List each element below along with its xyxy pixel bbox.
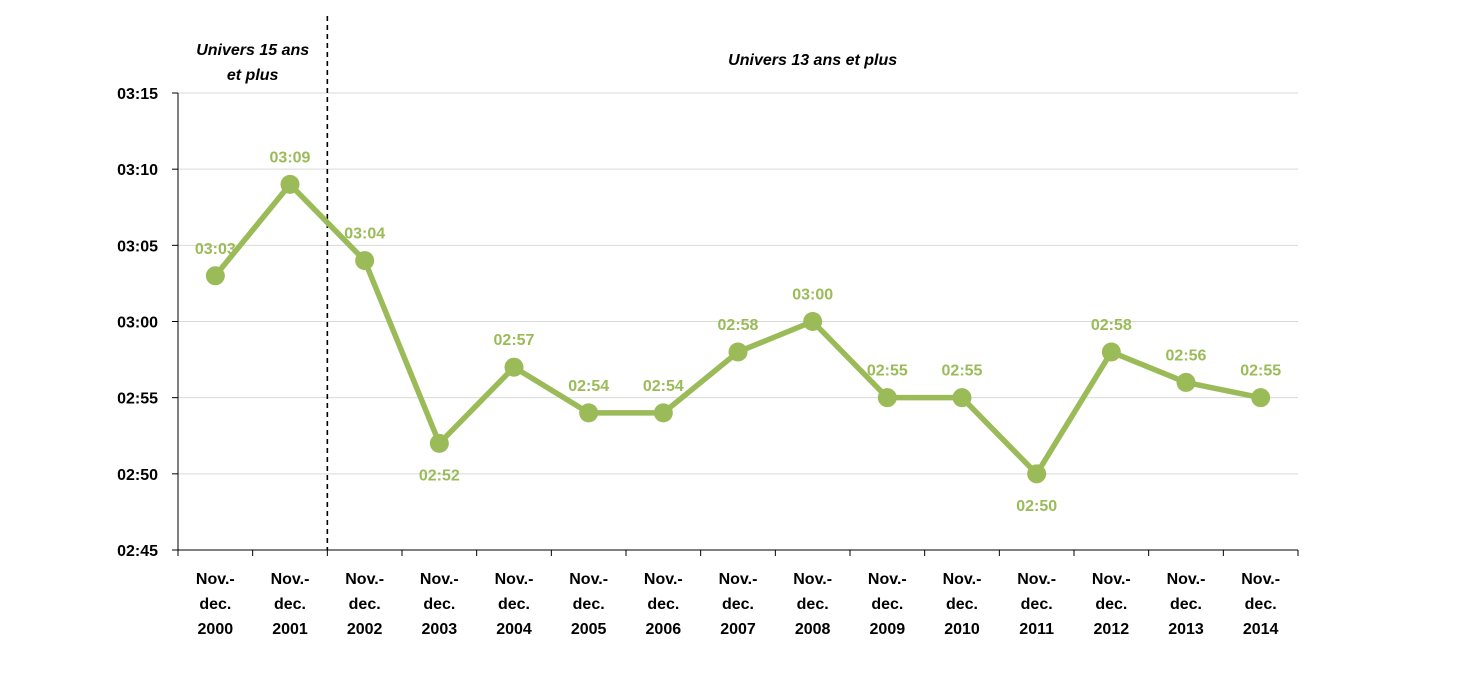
x-tick-label: dec.	[349, 596, 381, 613]
x-tick-label: 2011	[1019, 621, 1054, 638]
annotations: Univers 15 ans et plus Univers 13 ans et p…	[196, 42, 897, 84]
data-label: 03:04	[344, 226, 385, 243]
data-point	[1251, 388, 1271, 408]
data-point	[280, 174, 300, 194]
x-tick-label: 2009	[870, 621, 906, 638]
x-tick-label: 2003	[422, 621, 458, 638]
data-label: 02:54	[568, 378, 609, 395]
x-tick-label: dec.	[1095, 596, 1127, 613]
data-point	[504, 357, 524, 377]
x-tick-label: Nov.-	[719, 571, 758, 588]
data-point	[579, 403, 599, 423]
x-tick-label: Nov.-	[196, 571, 235, 588]
data-point	[653, 403, 673, 423]
data-point	[429, 433, 449, 453]
data-label: 02:57	[494, 332, 535, 349]
x-tick-label: dec.	[1170, 596, 1202, 613]
x-tick-label: Nov.-	[1017, 571, 1056, 588]
x-tick-label: 2001	[272, 621, 308, 638]
universe-annotation: Univers 15 ans	[196, 42, 309, 59]
y-tick-label: 02:55	[117, 391, 158, 408]
x-tick-label: dec.	[647, 596, 679, 613]
x-tick-label: 2014	[1243, 621, 1279, 638]
x-tick-label: 2010	[944, 621, 980, 638]
data-label: 02:58	[718, 317, 759, 334]
data-point	[355, 251, 375, 271]
gridlines	[178, 92, 1298, 475]
x-tick-label: Nov.-	[943, 571, 982, 588]
x-tick-label: dec.	[722, 596, 754, 613]
x-tick-label: 2006	[646, 621, 682, 638]
data-labels: 03:03 03:09 03:04 02:52 02:57 02:54 02:54 02:58…	[195, 149, 1281, 514]
universe-annotation: et plus	[227, 67, 279, 84]
x-tick-label: Nov.-	[569, 571, 608, 588]
x-tick-label: 2005	[571, 621, 607, 638]
data-label: 02:50	[1016, 498, 1057, 515]
x-tick-label: Nov.-	[1241, 571, 1280, 588]
data-label: 02:52	[419, 467, 460, 484]
data-point	[728, 342, 748, 362]
data-label: 03:09	[270, 149, 311, 166]
y-tick-label: 03:15	[117, 86, 158, 103]
x-tick-label: dec.	[1021, 596, 1053, 613]
x-tick-labels: Nov.- dec. 2000 Nov.- dec. 2001 Nov.- dec. 2002 N…	[196, 571, 1280, 638]
x-tick-label: Nov.-	[495, 571, 534, 588]
data-point	[1027, 464, 1047, 484]
y-tick-label: 02:45	[117, 543, 158, 560]
universe-annotation: Univers 13 ans et plus	[728, 52, 897, 69]
y-tick-labels: 02:45 02:50 02:55 03:00 03:05 03:10 03:15	[117, 86, 158, 560]
y-tick-label: 03:10	[117, 162, 158, 179]
data-point	[1176, 372, 1196, 392]
x-tick-label: Nov.-	[1167, 571, 1206, 588]
x-tick-label: Nov.-	[420, 571, 459, 588]
x-tick-label: dec.	[423, 596, 455, 613]
x-tick-label: Nov.-	[644, 571, 683, 588]
x-tick-label: dec.	[498, 596, 530, 613]
data-point	[803, 312, 823, 331]
x-tick-label: dec.	[871, 596, 903, 613]
x-tick-label: dec.	[573, 596, 605, 613]
x-tick-label: 2000	[198, 621, 234, 638]
y-tick-label: 03:00	[117, 315, 158, 332]
x-tick-label: 2013	[1168, 621, 1204, 638]
data-label: 02:55	[867, 363, 908, 380]
x-tick-label: dec.	[946, 596, 978, 613]
x-tick-label: dec.	[274, 596, 306, 613]
data-point	[952, 388, 972, 408]
x-tick-label: Nov.-	[1092, 571, 1131, 588]
x-tick-label: Nov.-	[271, 571, 310, 588]
x-tick-label: 2007	[720, 621, 756, 638]
data-label: 02:55	[1240, 363, 1281, 380]
axes	[172, 92, 1299, 556]
x-tick-label: dec.	[1245, 596, 1277, 613]
data-label: 02:56	[1166, 347, 1207, 364]
data-label: 02:54	[643, 378, 684, 395]
data-label: 03:00	[792, 287, 833, 304]
x-tick-label: 2012	[1094, 621, 1130, 638]
data-markers	[205, 174, 1271, 484]
data-point	[205, 266, 225, 286]
x-tick-label: 2002	[347, 621, 383, 638]
data-label: 03:03	[195, 241, 236, 258]
data-label: 02:55	[942, 363, 983, 380]
data-label: 02:58	[1091, 317, 1132, 334]
y-tick-label: 03:05	[117, 238, 158, 255]
x-tick-label: 2004	[496, 621, 532, 638]
x-tick-label: dec.	[199, 596, 231, 613]
x-tick-label: Nov.-	[793, 571, 832, 588]
x-tick-label: Nov.-	[345, 571, 384, 588]
x-tick-label: dec.	[797, 596, 829, 613]
data-point	[1101, 342, 1121, 362]
x-tick-label: 2008	[795, 621, 831, 638]
data-point	[877, 388, 897, 408]
y-tick-label: 02:50	[117, 467, 158, 484]
x-tick-label: Nov.-	[868, 571, 907, 588]
